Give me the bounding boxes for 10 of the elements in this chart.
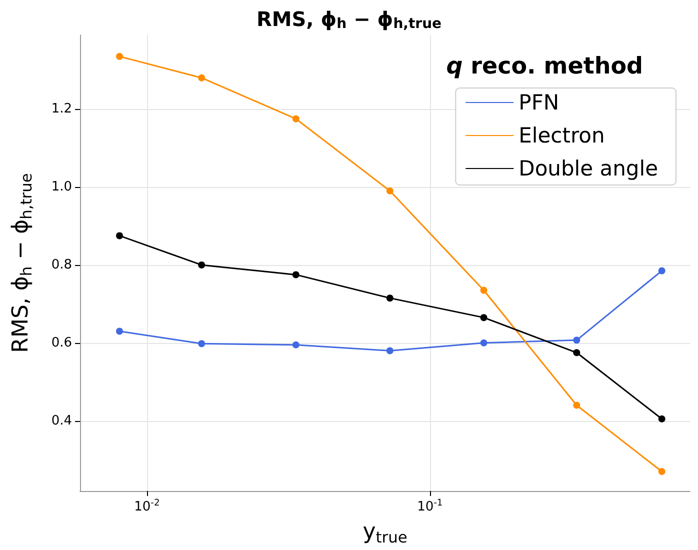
legend-label: PFN xyxy=(518,90,560,114)
legend-label: Double angle xyxy=(518,156,658,180)
y-tick-label: 0.6 xyxy=(51,335,72,350)
y-tick-label: 0.4 xyxy=(51,413,72,428)
y-tick-label: 1.2 xyxy=(51,102,72,117)
legend-label: Electron xyxy=(518,124,605,148)
legend-title: q reco. method xyxy=(446,54,643,80)
y-tick-label: 0.8 xyxy=(51,257,72,272)
y-axis-title: RMS, ϕh − ϕh,true xyxy=(8,173,36,353)
y-tick-label: 1.0 xyxy=(51,180,72,194)
